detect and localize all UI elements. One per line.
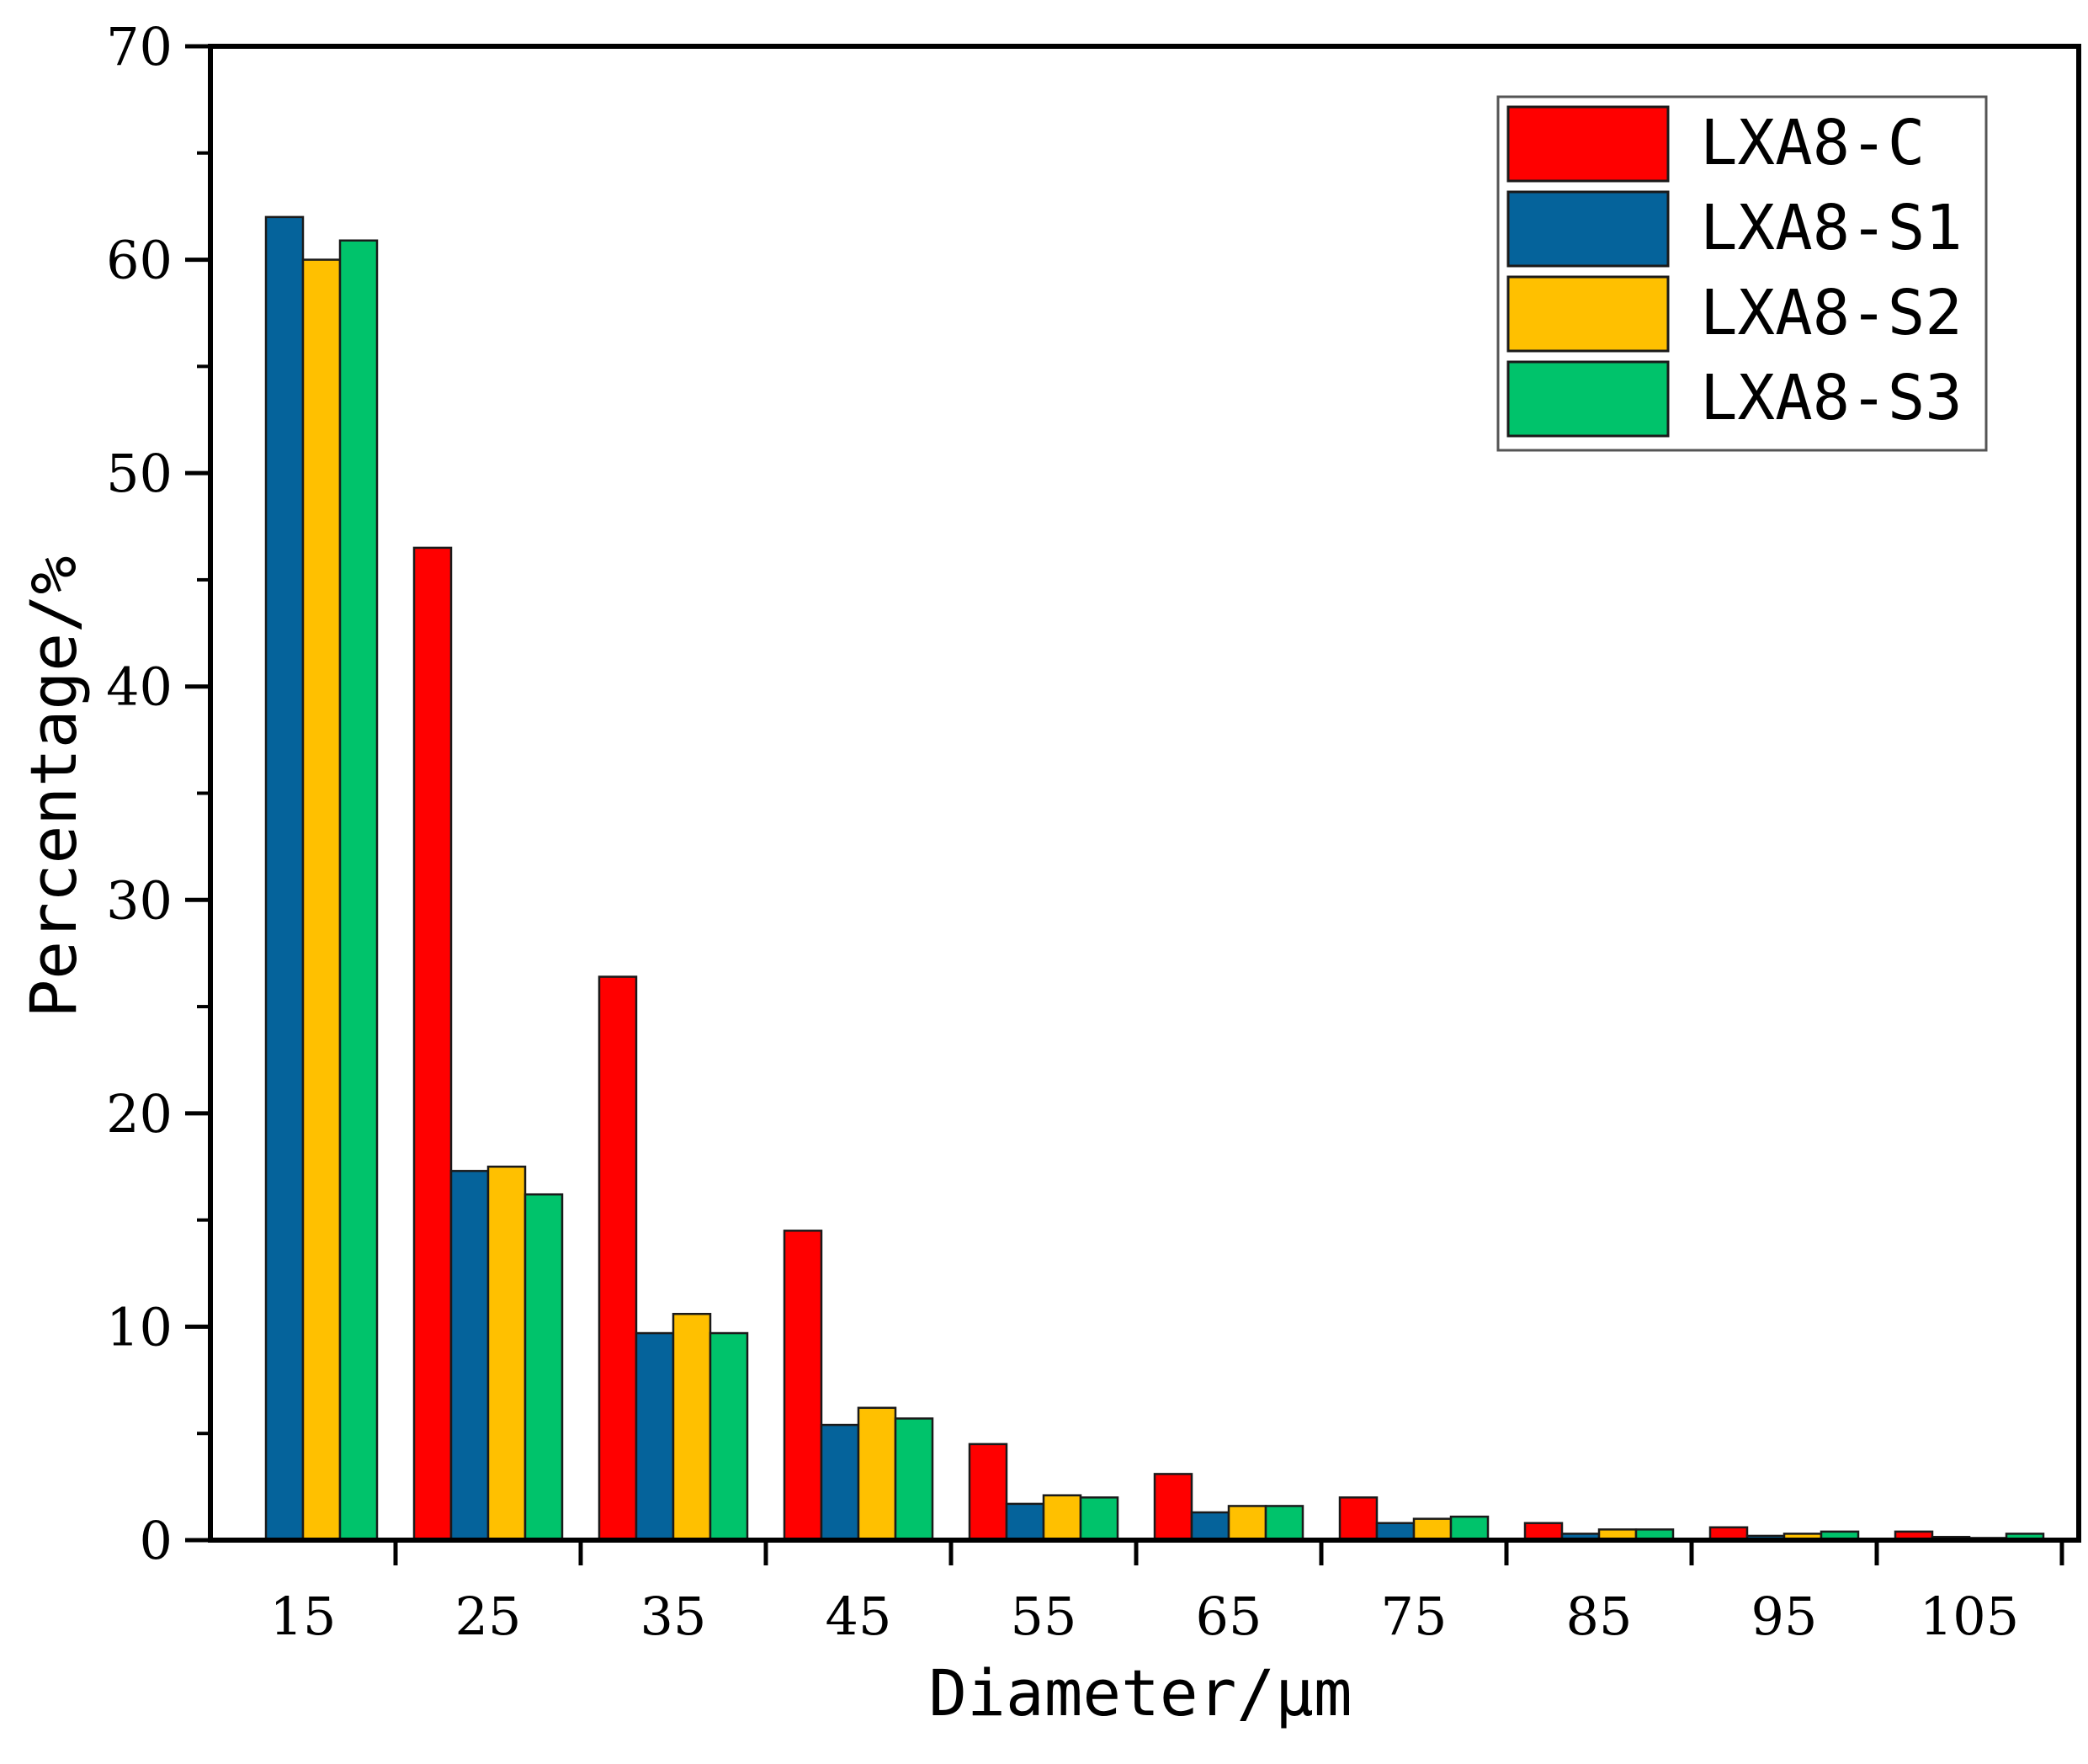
bar-lxa8-s1-55 [1005, 1502, 1045, 1542]
x-tick-label: 45 [826, 1586, 892, 1647]
x-tick-label: 85 [1566, 1586, 1633, 1647]
bar-lxa8-s1-65 [1190, 1511, 1230, 1542]
y-tick-label: 40 [106, 656, 173, 718]
y-axis-title: Percentage/% [16, 555, 91, 1017]
y-tick-label: 10 [106, 1296, 173, 1358]
x-tick-label: 25 [455, 1586, 522, 1647]
legend-swatch-lxa8-s1 [1506, 190, 1670, 268]
bar-lxa8-s1-35 [635, 1331, 675, 1542]
bar-lxa8-s2-15 [301, 258, 342, 1542]
bar-lxa8-s2-25 [486, 1166, 527, 1542]
legend-label-lxa8-s2: LXA8-S2 [1700, 277, 1963, 349]
bar-lxa8-s1-25 [449, 1170, 490, 1542]
bar-lxa8-s3-35 [709, 1331, 749, 1542]
x-tick-label: 75 [1381, 1586, 1448, 1647]
bar-lxa8-s1-45 [820, 1423, 860, 1542]
y-tick-label: 60 [106, 230, 173, 291]
bar-lxa8-s3-55 [1079, 1496, 1119, 1542]
ticks-layer: 0 10 20 30 40 50 60 70 15 25 35 45 55 65 75 85 95 105 [106, 16, 2064, 1647]
y-tick-label: 20 [106, 1083, 173, 1145]
legend-swatch-lxa8-s3 [1506, 360, 1670, 438]
legend-label-lxa8-s1: LXA8-S1 [1700, 192, 1963, 264]
bar-lxa8-s3-75 [1449, 1515, 1490, 1542]
bar-lxa8-c-45 [783, 1230, 823, 1542]
y-tick-label: 30 [106, 869, 173, 931]
bar-lxa8-s2-55 [1042, 1494, 1082, 1542]
bar-lxa8-c-75 [1338, 1496, 1379, 1542]
bar-lxa8-s1-15 [264, 215, 305, 1542]
legend-label-lxa8-s3: LXA8-S3 [1700, 362, 1963, 434]
bar-lxa8-s2-65 [1227, 1505, 1267, 1542]
x-tick-label: 95 [1751, 1586, 1818, 1647]
x-tick-label: 105 [1920, 1586, 2019, 1647]
bar-lxa8-c-25 [412, 546, 453, 1542]
bar-lxa8-s3-65 [1264, 1505, 1304, 1542]
bar-lxa8-s2-45 [857, 1406, 897, 1542]
x-tick-label: 65 [1196, 1586, 1262, 1647]
bar-lxa8-c-65 [1153, 1473, 1193, 1542]
x-axis-title: Diameter/μm [928, 1655, 1352, 1730]
legend-label-lxa8-c: LXA8-C [1700, 107, 1925, 179]
y-tick-label: 0 [140, 1510, 173, 1571]
x-tick-label: 35 [640, 1586, 707, 1647]
bar-lxa8-s1-75 [1375, 1522, 1416, 1542]
bar-lxa8-c-55 [968, 1443, 1008, 1542]
y-tick-label: 70 [106, 16, 173, 77]
bar-lxa8-s2-35 [672, 1312, 712, 1542]
bar-lxa8-s3-45 [894, 1417, 934, 1542]
bar-lxa8-s2-75 [1412, 1517, 1453, 1542]
bar-lxa8-c-35 [598, 975, 638, 1542]
legend-swatch-lxa8-s2 [1506, 275, 1670, 353]
bar-lxa8-c-85 [1523, 1522, 1564, 1542]
x-tick-label: 55 [1011, 1586, 1077, 1647]
bar-lxa8-s3-15 [338, 239, 379, 1542]
legend: LXA8-C LXA8-S1 LXA8-S2 LXA8-S3 [1496, 95, 1988, 452]
legend-swatch-lxa8-c [1506, 105, 1670, 183]
x-tick-label: 15 [270, 1586, 337, 1647]
y-tick-label: 50 [106, 443, 173, 504]
bar-lxa8-s3-25 [523, 1193, 564, 1542]
